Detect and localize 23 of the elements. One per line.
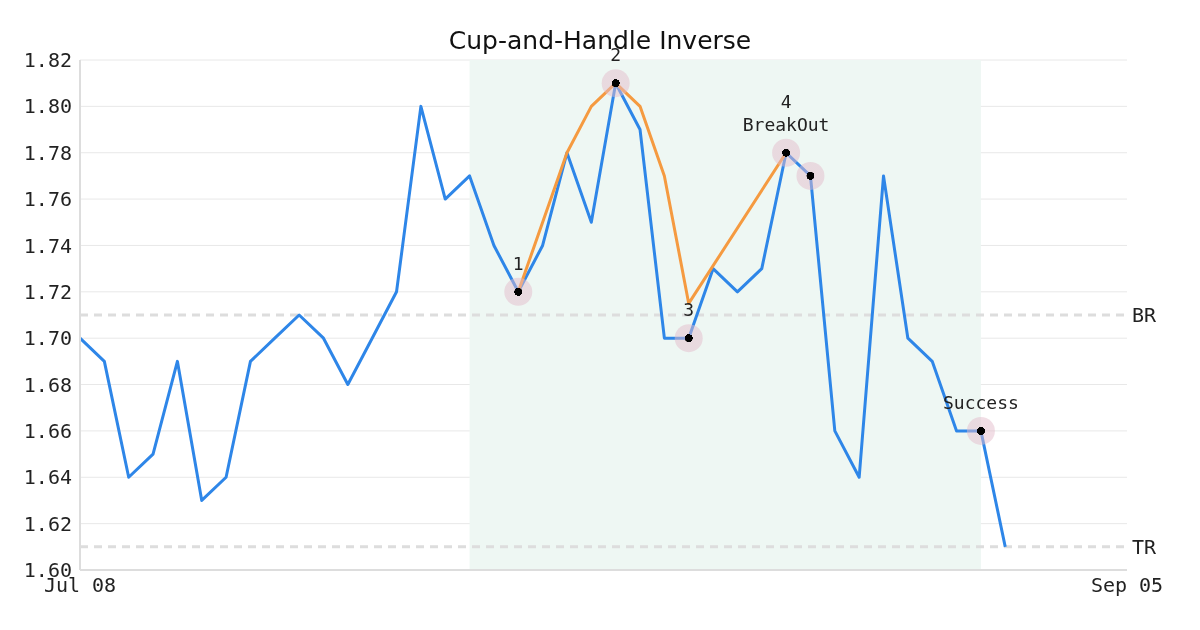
point [772, 138, 801, 167]
y-tick-label: 1.78 [23, 140, 72, 165]
annotation: 3 [683, 299, 695, 321]
y-tick-label: 1.70 [23, 326, 72, 351]
point [966, 416, 995, 445]
annotation: 4 BreakOut [742, 90, 830, 135]
x-tick-label: Sep 05 [1090, 573, 1164, 597]
y-tick-label: 1.82 [23, 48, 72, 73]
annotation: 1 [512, 252, 524, 274]
y-tick-label: 1.64 [23, 465, 72, 490]
point [601, 69, 630, 98]
point [504, 277, 533, 306]
point [796, 161, 825, 190]
y-tick-label: 1.62 [23, 511, 72, 536]
y-tick-label: 1.66 [23, 419, 72, 444]
y-tick-label: 1.68 [23, 372, 72, 397]
ref-line-label: TR [1132, 534, 1158, 559]
y-tick-label: 1.80 [23, 94, 72, 119]
y-tick-label: 1.72 [23, 279, 72, 304]
y-tick-label: 1.74 [23, 233, 72, 258]
y-tick-label: 1.76 [23, 187, 72, 212]
ref-line-label: BR [1132, 303, 1158, 328]
point [674, 324, 703, 353]
